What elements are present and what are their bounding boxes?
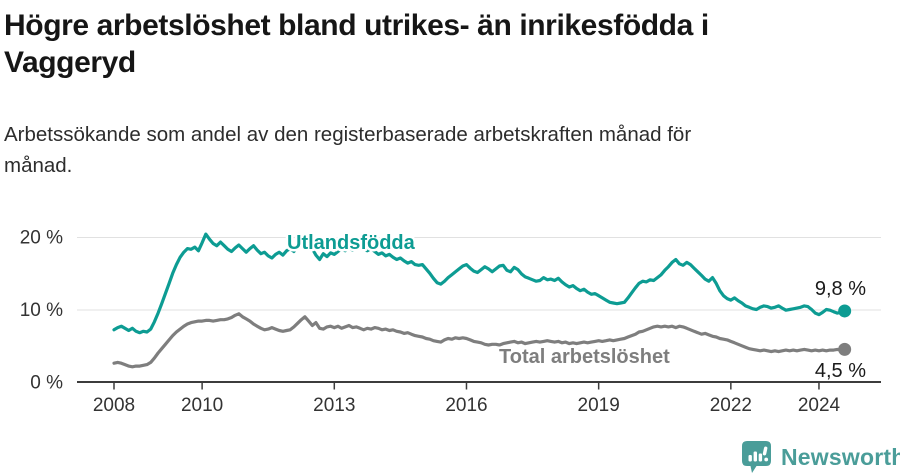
- y-tick-label-20: 20 %: [20, 228, 63, 249]
- page-title: Högre arbetslöshet bland utrikes- än inr…: [4, 7, 896, 81]
- x-tick-label-2022: 2022: [710, 395, 752, 416]
- series-end-dot-total: [838, 342, 852, 356]
- x-tick-label-2008: 2008: [93, 395, 135, 416]
- x-tick-label-2024: 2024: [798, 395, 841, 416]
- chart-subtitle-line-1: Arbetssökande som andel av den registerb…: [4, 123, 692, 146]
- series-label-utlandsfodda: Utlandsfödda: [287, 232, 416, 254]
- x-tick-label-2016: 2016: [445, 395, 487, 416]
- newsworthy-brand-link[interactable]: Newsworthy: [741, 440, 900, 474]
- series-end-dot-utlandsfodda: [838, 304, 852, 318]
- x-tick-label-2013: 2013: [313, 395, 355, 416]
- series-end-value-total: 4,5 %: [815, 360, 866, 382]
- series-line-total: [112, 312, 847, 369]
- brand-name: Newsworthy: [781, 443, 900, 470]
- series-end-value-utlandsfodda: 9,8 %: [815, 278, 866, 300]
- chart-subtitle: Arbetssökande som andel av den registerb…: [4, 119, 896, 181]
- page-title-line-2: Vaggeryd: [4, 46, 136, 79]
- chart-subtitle-line-2: månad.: [4, 154, 73, 177]
- page-title-line-1: Högre arbetslöshet bland utrikes- än inr…: [4, 9, 709, 42]
- unemployment-line-chart: 2008 2010 2013 2016 2019 2022 2024 0 % 10 % 20 % U…: [20, 228, 881, 416]
- x-tick-label-2010: 2010: [181, 395, 223, 416]
- y-tick-label-10: 10 %: [20, 300, 63, 321]
- newsworthy-logo-icon: [742, 441, 771, 473]
- series-line-utlandsfodda: [112, 232, 847, 335]
- x-tick-label-2019: 2019: [578, 395, 620, 416]
- series-label-total: Total arbetslöshet: [499, 346, 670, 368]
- y-tick-label-0: 0 %: [30, 373, 63, 394]
